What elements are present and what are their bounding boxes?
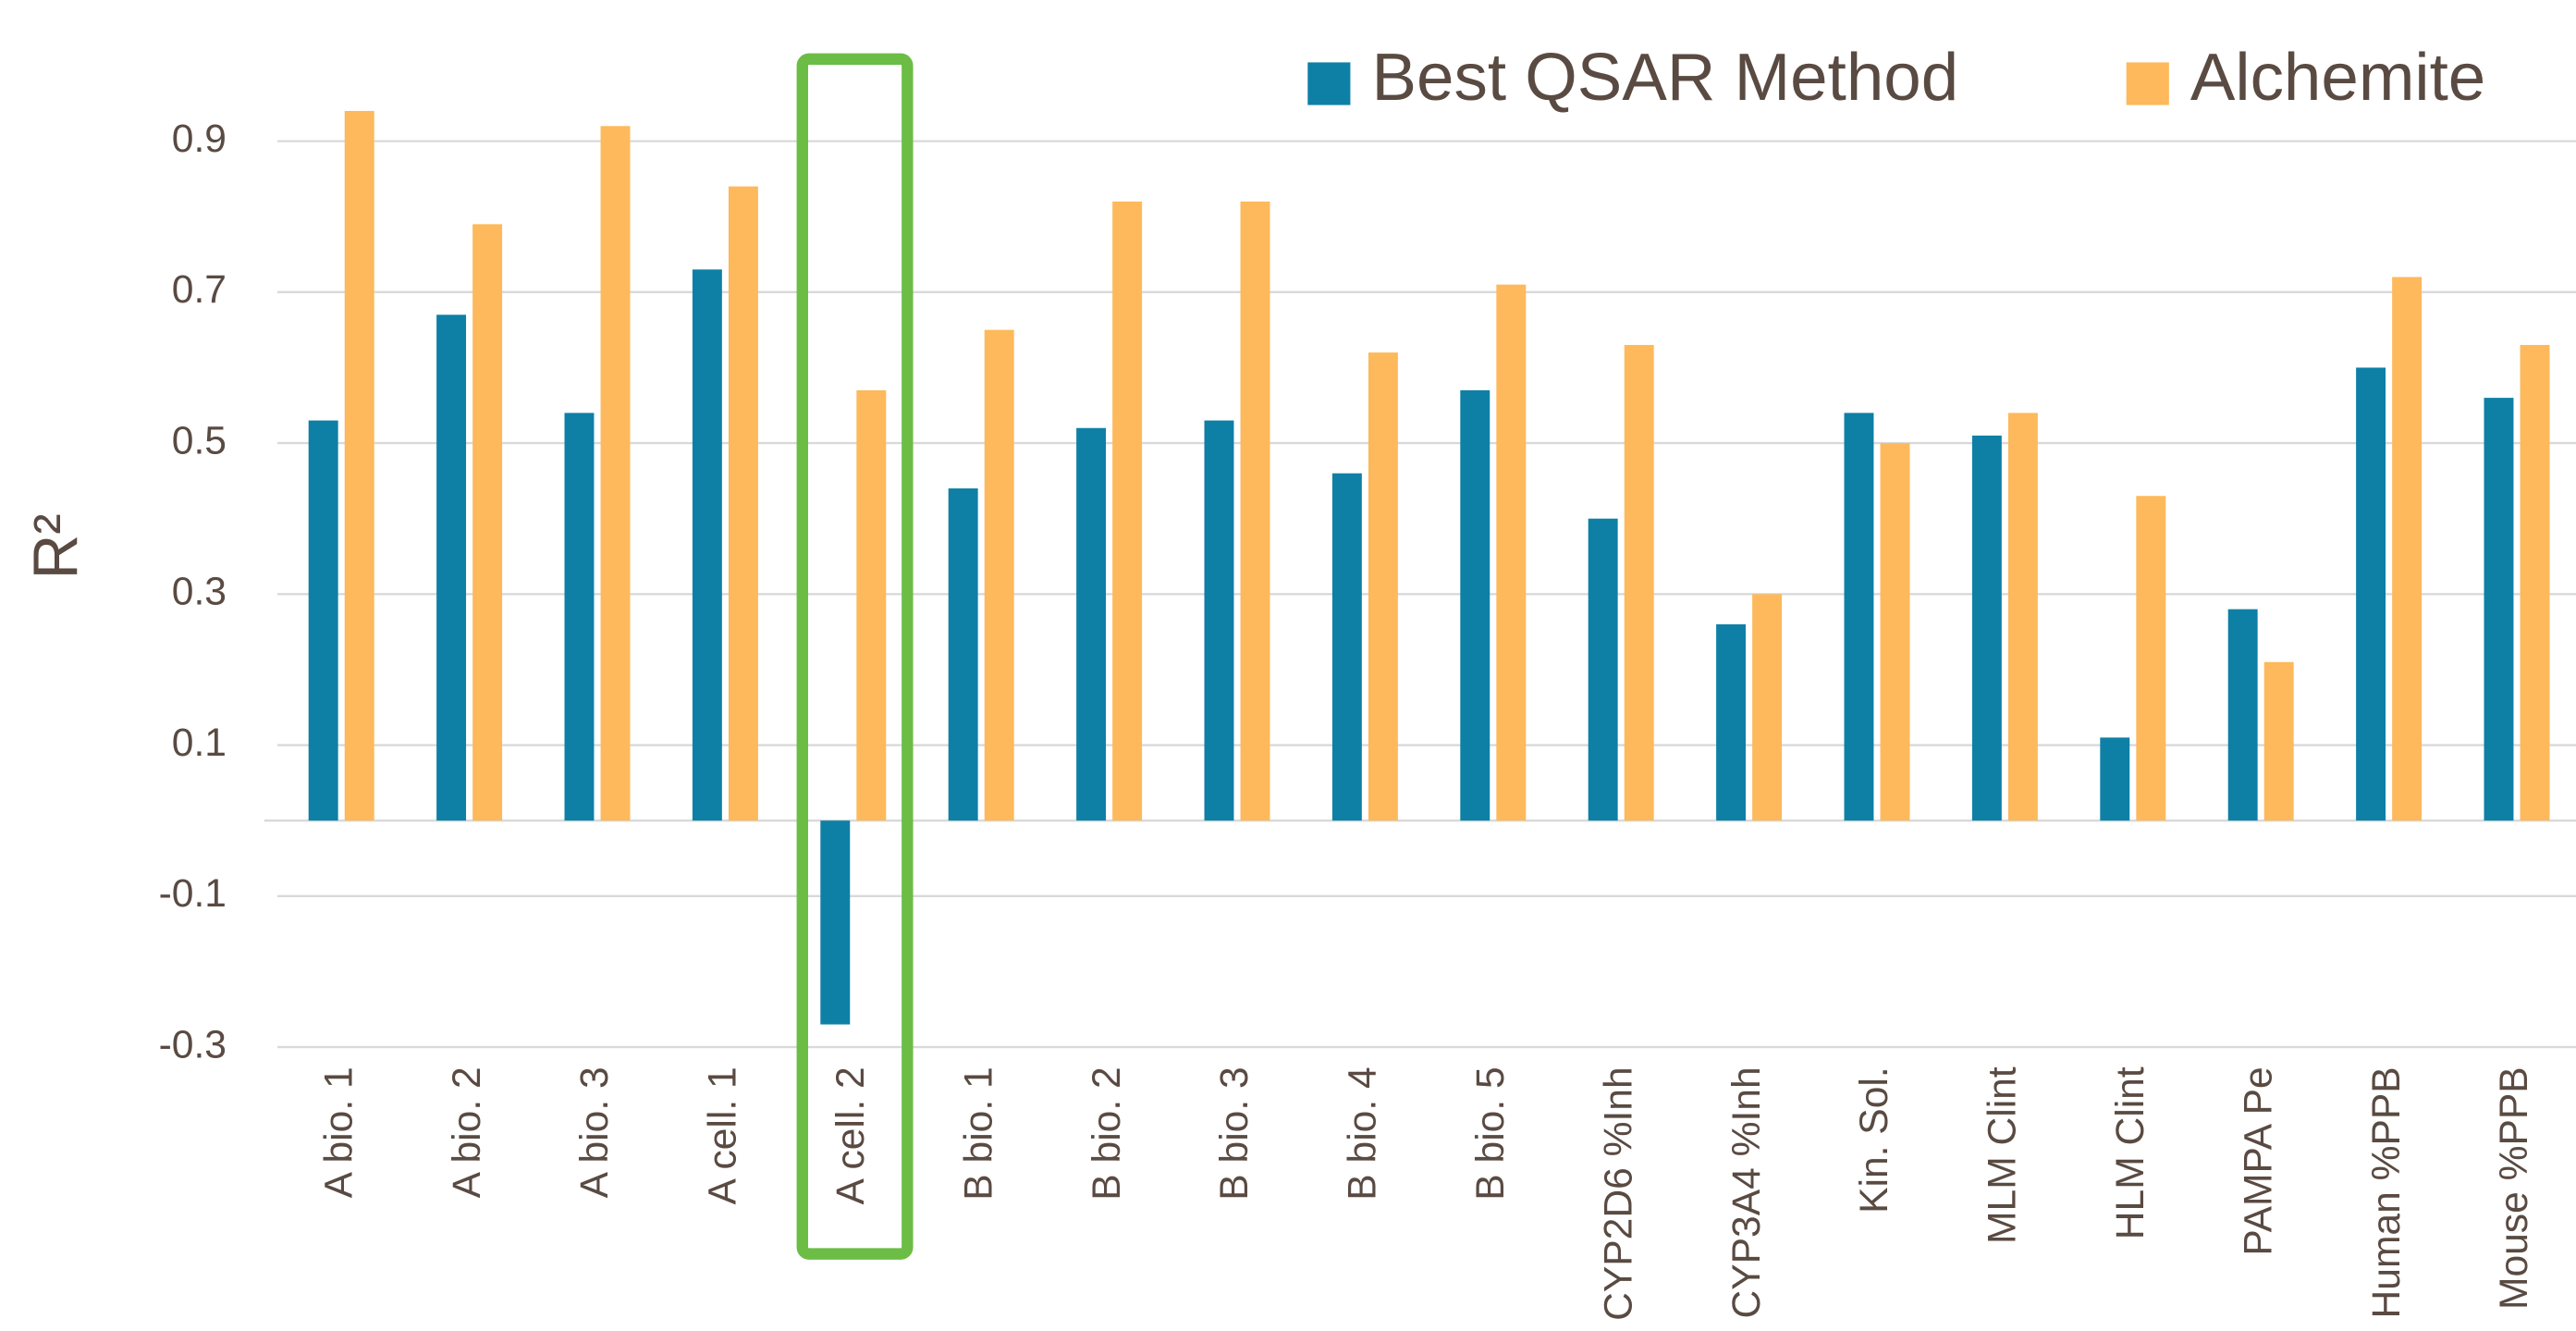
bar xyxy=(1880,443,1910,821)
x-tick-label: CYP3A4 %Inh xyxy=(1724,1066,1769,1318)
x-tick-label: B bio. 4 xyxy=(1341,1066,1385,1200)
bar xyxy=(1971,435,2002,821)
bar xyxy=(1716,623,1747,821)
bar xyxy=(600,126,631,821)
x-tick-label: Kin. Sol. xyxy=(1852,1066,1896,1214)
x-tick-label: CYP2D6 %Inh xyxy=(1596,1066,1640,1321)
legend-label: Alchemite xyxy=(2190,40,2485,115)
x-tick-label: A bio. 3 xyxy=(572,1066,617,1198)
x-tick-label: Mouse %PPB xyxy=(2492,1066,2536,1310)
bar xyxy=(1624,344,1654,821)
x-tick-label: B bio. 1 xyxy=(956,1066,1000,1200)
y-tick-label: 0.7 xyxy=(172,267,227,312)
bar xyxy=(344,110,374,821)
bar xyxy=(564,413,595,821)
bar xyxy=(2263,661,2294,821)
bar xyxy=(2007,413,2038,821)
x-tick-label: A cell. 1 xyxy=(701,1066,745,1204)
bar xyxy=(1844,413,1874,821)
bar xyxy=(1076,427,1107,821)
bar xyxy=(308,420,338,821)
x-tick-label: A bio. 1 xyxy=(316,1066,361,1198)
x-tick-label: HLM Clint xyxy=(2108,1066,2153,1239)
bar xyxy=(692,269,722,821)
y-tick-label: -0.3 xyxy=(159,1022,227,1066)
bar xyxy=(1240,201,1270,821)
legend-label: Best QSAR Method xyxy=(1371,40,1958,115)
x-tick-label: Human %PPB xyxy=(2364,1066,2409,1318)
bar xyxy=(2520,344,2550,821)
x-tick-label: PAMPA Pe xyxy=(2236,1066,2280,1255)
x-tick-label: A bio. 2 xyxy=(445,1066,489,1198)
y-tick-label: 0.3 xyxy=(172,570,227,614)
bar xyxy=(1460,389,1490,821)
bar xyxy=(472,224,503,821)
bar xyxy=(1331,473,1362,821)
bar xyxy=(2356,367,2386,821)
bar xyxy=(1752,594,1783,821)
bar xyxy=(984,329,1014,821)
x-tick-label: MLM Clint xyxy=(1981,1066,2025,1244)
y-tick-label: 0.9 xyxy=(172,117,227,161)
y-tick-label: 0.1 xyxy=(172,721,227,765)
legend-swatch xyxy=(1307,62,1351,105)
bar xyxy=(1368,352,1398,821)
legend-swatch xyxy=(2126,62,2169,105)
x-tick-label: B bio. 5 xyxy=(1468,1066,1513,1200)
bar xyxy=(1588,518,1618,821)
highlight-box xyxy=(796,53,914,1260)
bar xyxy=(856,389,887,821)
bar xyxy=(948,488,978,821)
bar xyxy=(2392,277,2423,821)
y-tick-label: 0.5 xyxy=(172,418,227,462)
x-tick-label: B bio. 3 xyxy=(1212,1066,1257,1200)
bar xyxy=(436,314,467,821)
bar xyxy=(1112,201,1143,821)
y-axis-label: R² xyxy=(22,513,92,579)
y-tick-label: -0.1 xyxy=(159,871,227,916)
bar xyxy=(1204,420,1234,821)
bar xyxy=(820,820,851,1025)
bar xyxy=(2136,496,2166,821)
x-tick-label: B bio. 2 xyxy=(1085,1066,1129,1200)
x-tick-label: A cell. 2 xyxy=(828,1066,873,1204)
bar xyxy=(1496,284,1527,821)
bar xyxy=(2484,398,2514,821)
bar xyxy=(2100,737,2130,821)
bar xyxy=(2227,609,2258,821)
bar xyxy=(728,186,758,821)
